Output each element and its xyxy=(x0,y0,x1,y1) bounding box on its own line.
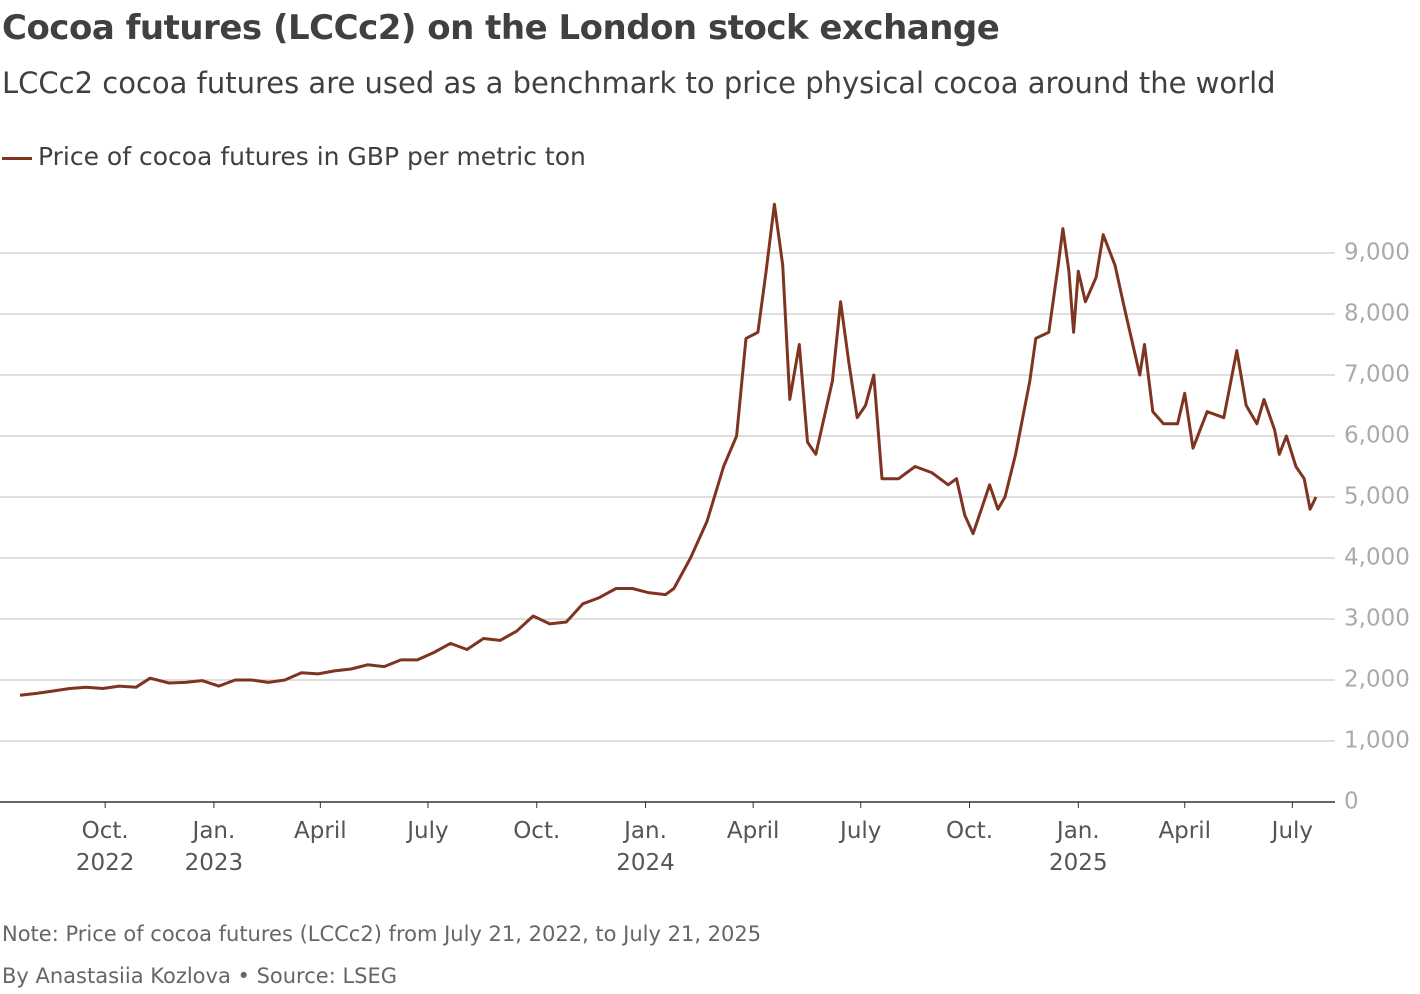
y-tick-label: 4,000 xyxy=(1344,545,1410,571)
x-tick-label: April xyxy=(1158,818,1212,844)
legend-swatch xyxy=(2,156,32,160)
x-tick-label: Oct. xyxy=(945,818,994,844)
x-tick-label: July xyxy=(840,818,882,844)
x-tick-label: July xyxy=(407,818,449,844)
y-tick-label: 6,000 xyxy=(1344,423,1410,449)
y-tick-label: 3,000 xyxy=(1344,606,1410,632)
chart-title: Cocoa futures (LCCc2) on the London stoc… xyxy=(2,8,1000,48)
y-tick-label: 9,000 xyxy=(1344,240,1410,266)
source: By Anastasiia Kozlova • Source: LSEG xyxy=(2,964,398,988)
x-tick-label: Jan. 2023 xyxy=(184,818,244,876)
y-tick-label: 5,000 xyxy=(1344,484,1410,510)
price-line xyxy=(19,202,1318,697)
y-tick-label: 2,000 xyxy=(1344,667,1410,693)
note: Note: Price of cocoa futures (LCCc2) fro… xyxy=(2,922,762,946)
x-tick-label: Oct. 2022 xyxy=(75,818,135,876)
x-tick-label: Oct. xyxy=(513,818,561,844)
y-tick-label: 7,000 xyxy=(1344,362,1410,388)
y-tick-label: 1,000 xyxy=(1344,728,1410,754)
x-tick-label: Jan. 2025 xyxy=(1049,818,1108,876)
x-tick-label: April xyxy=(294,818,347,844)
chart-subtitle: LCCc2 cocoa futures are used as a benchm… xyxy=(2,66,1276,100)
legend-label: Price of cocoa futures in GBP per metric… xyxy=(38,142,586,171)
x-tick-label: July xyxy=(1271,818,1314,844)
y-tick-label: 8,000 xyxy=(1344,301,1410,327)
x-tick-label: April xyxy=(726,818,780,844)
y-tick-label: 0 xyxy=(1344,789,1359,815)
legend: Price of cocoa futures in GBP per metric… xyxy=(2,142,586,171)
x-tick-label: Jan. 2024 xyxy=(616,818,675,876)
